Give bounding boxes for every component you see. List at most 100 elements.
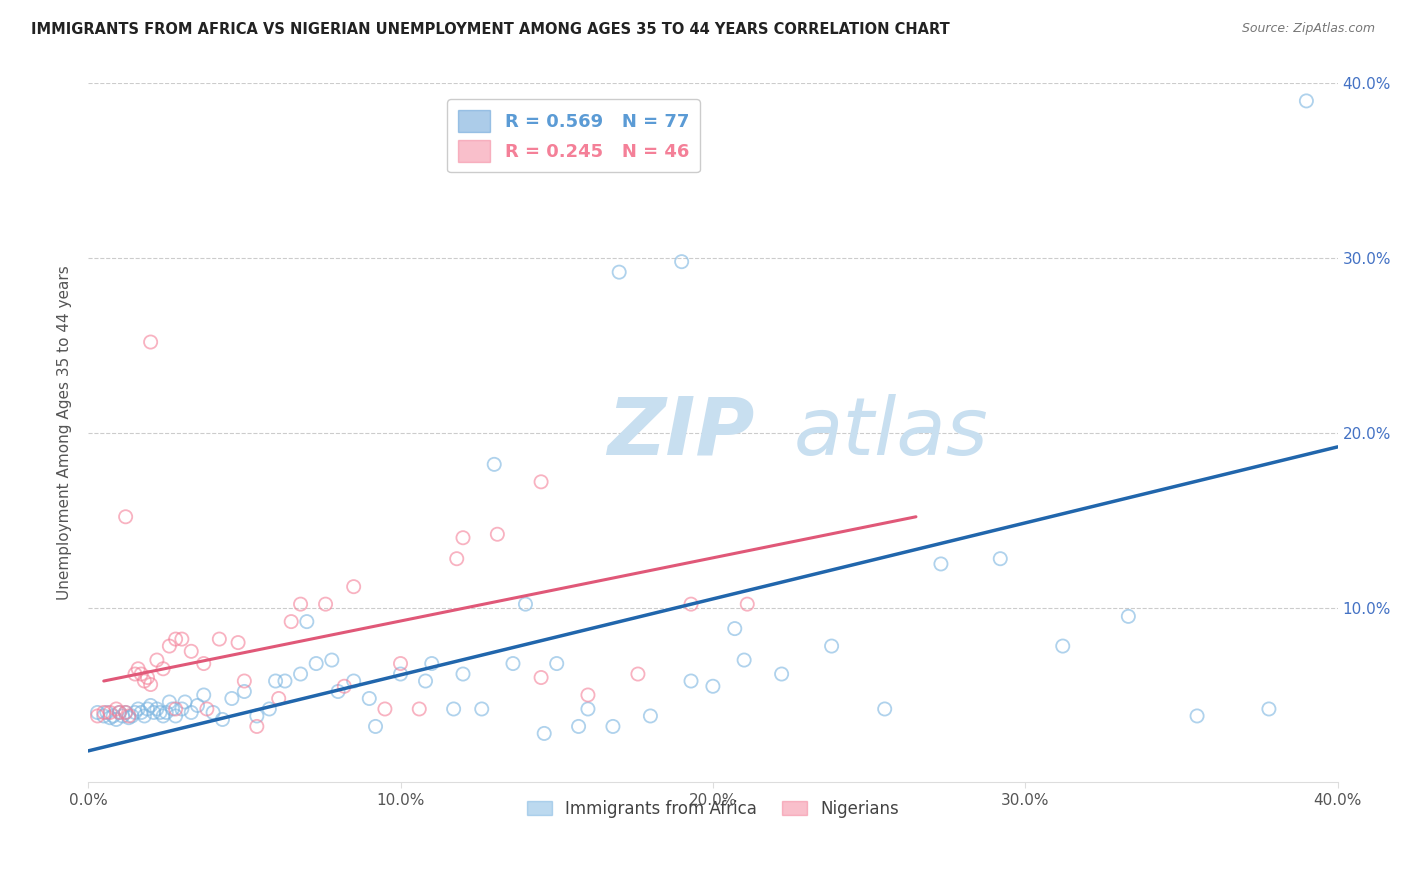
Point — [146, 702, 169, 716]
Point — [114, 509, 136, 524]
Point — [221, 691, 243, 706]
Point — [415, 673, 437, 688]
Point — [389, 667, 412, 681]
Point — [602, 719, 624, 733]
Point — [142, 706, 165, 720]
Point — [988, 551, 1011, 566]
Point — [170, 632, 193, 646]
Point — [152, 709, 174, 723]
Point — [86, 709, 108, 723]
Point — [420, 657, 443, 671]
Point — [770, 667, 793, 681]
Point — [108, 706, 131, 720]
Point — [208, 632, 231, 646]
Point — [165, 632, 187, 646]
Point — [443, 702, 465, 716]
Point — [451, 667, 474, 681]
Point — [364, 719, 387, 733]
Point — [280, 615, 302, 629]
Point — [157, 695, 180, 709]
Point — [86, 706, 108, 720]
Point — [546, 657, 568, 671]
Point — [114, 706, 136, 720]
Point — [321, 653, 343, 667]
Point — [193, 657, 215, 671]
Point — [108, 706, 131, 720]
Point — [502, 657, 524, 671]
Point — [735, 597, 758, 611]
Point — [640, 709, 662, 723]
Point — [274, 673, 297, 688]
Point — [139, 698, 162, 713]
Point — [129, 667, 152, 681]
Point — [446, 551, 468, 566]
Point — [121, 709, 143, 723]
Point — [290, 597, 312, 611]
Point — [96, 706, 118, 720]
Point — [149, 706, 172, 720]
Point — [471, 702, 494, 716]
Point — [162, 702, 184, 716]
Point — [733, 653, 755, 667]
Point — [226, 635, 249, 649]
Point — [165, 709, 187, 723]
Point — [114, 706, 136, 720]
Point — [202, 706, 225, 720]
Point — [1052, 639, 1074, 653]
Point — [374, 702, 396, 716]
Point — [305, 657, 328, 671]
Point — [267, 691, 290, 706]
Point — [127, 662, 149, 676]
Point — [233, 673, 256, 688]
Point — [246, 719, 269, 733]
Point — [359, 691, 381, 706]
Point — [576, 702, 599, 716]
Point — [193, 688, 215, 702]
Point — [105, 713, 128, 727]
Point — [105, 702, 128, 716]
Point — [333, 679, 356, 693]
Point — [118, 709, 141, 723]
Point — [1118, 609, 1140, 624]
Point — [576, 688, 599, 702]
Point — [679, 597, 702, 611]
Point — [146, 653, 169, 667]
Text: IMMIGRANTS FROM AFRICA VS NIGERIAN UNEMPLOYMENT AMONG AGES 35 TO 44 YEARS CORREL: IMMIGRANTS FROM AFRICA VS NIGERIAN UNEMP… — [31, 22, 949, 37]
Point — [180, 706, 202, 720]
Point — [155, 706, 177, 720]
Point — [627, 667, 650, 681]
Point — [451, 531, 474, 545]
Point — [136, 671, 159, 685]
Point — [180, 644, 202, 658]
Point — [186, 698, 208, 713]
Point — [343, 580, 366, 594]
Point — [343, 673, 366, 688]
Point — [1185, 709, 1208, 723]
Point — [873, 702, 896, 716]
Point — [515, 597, 537, 611]
Point — [315, 597, 337, 611]
Point — [389, 657, 412, 671]
Point — [139, 334, 162, 349]
Point — [533, 726, 555, 740]
Point — [1258, 702, 1281, 716]
Point — [101, 709, 124, 723]
Point — [111, 709, 134, 723]
Point — [484, 458, 506, 472]
Point — [568, 719, 591, 733]
Point — [326, 684, 349, 698]
Point — [124, 667, 146, 681]
Point — [98, 711, 121, 725]
Point — [134, 709, 156, 723]
Text: atlas: atlas — [794, 394, 988, 472]
Point — [530, 475, 553, 489]
Point — [165, 702, 187, 716]
Point — [157, 639, 180, 653]
Point — [127, 702, 149, 716]
Point — [530, 671, 553, 685]
Point — [246, 709, 269, 723]
Point — [211, 713, 233, 727]
Point — [820, 639, 842, 653]
Point — [233, 684, 256, 698]
Point — [129, 706, 152, 720]
